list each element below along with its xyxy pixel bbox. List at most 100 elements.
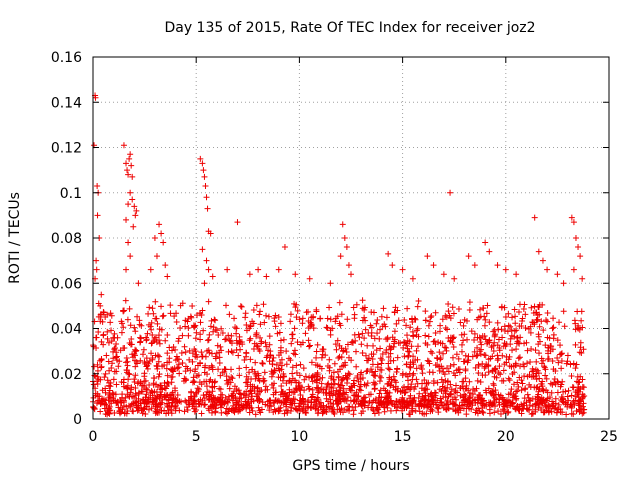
data-point [116,408,123,415]
data-point [362,326,369,333]
data-point [380,385,387,392]
data-point-peak [575,244,582,251]
data-point-peak [465,253,472,260]
data-point [326,304,333,311]
data-point [215,331,222,338]
data-point [330,385,337,392]
data-point [506,353,513,360]
data-point [545,401,552,408]
data-point [526,402,533,409]
data-point [108,338,115,345]
data-point [512,320,519,327]
data-point [443,314,450,321]
data-point [482,387,489,394]
data-point [394,404,401,411]
data-point [146,358,153,365]
data-point [528,304,535,311]
data-point [253,329,260,336]
data-point [410,332,417,339]
data-point [99,387,106,394]
data-point [500,407,507,414]
data-point [226,385,233,392]
data-point [368,324,375,331]
data-point-peak [447,189,454,196]
data-point [230,402,237,409]
data-point [158,303,165,310]
data-point [351,331,358,338]
data-point [461,316,468,323]
data-point [216,354,223,361]
data-point [291,300,298,307]
data-point [503,341,510,348]
data-point-peak [502,266,509,273]
data-point-peak [471,262,478,269]
data-point [452,402,459,409]
data-point [120,379,127,386]
data-point [407,364,414,371]
data-point [447,381,454,388]
data-point [364,342,371,349]
data-point [280,336,287,343]
data-point [391,336,398,343]
data-point [404,305,411,312]
data-point-peak [132,212,139,219]
data-point [272,389,279,396]
data-point [193,329,200,336]
data-point-peak [200,167,207,174]
data-point [395,317,402,324]
data-point [427,348,434,355]
data-point [518,387,525,394]
data-point [238,303,245,310]
data-point [209,384,216,391]
data-point [277,337,284,344]
data-point [563,360,570,367]
data-point-peak [579,275,586,282]
data-point [275,397,282,404]
data-point [164,402,171,409]
data-point-peak [263,273,270,280]
data-point [235,352,242,359]
data-point [223,405,230,412]
data-point [461,331,468,338]
data-point [186,356,193,363]
data-point [153,315,160,322]
data-point [131,324,138,331]
data-point [438,376,445,383]
data-point [563,411,570,418]
data-point-peak [327,280,334,287]
data-point [302,373,309,380]
data-point [126,371,133,378]
data-point [475,370,482,377]
data-point [516,354,523,361]
data-point [219,329,226,336]
data-point [120,345,127,352]
data-point [173,310,180,317]
data-point [343,348,350,355]
data-point [297,361,304,368]
x-tick-label: 15 [394,429,412,445]
data-point [515,339,522,346]
data-point [225,332,232,339]
data-point [505,391,512,398]
data-point [150,381,157,388]
data-point [305,325,312,332]
data-point [110,355,117,362]
data-point [325,380,332,387]
data-point [258,387,265,394]
data-point [458,348,465,355]
data-point [308,399,315,406]
data-point [348,383,355,390]
data-point [194,385,201,392]
data-point [372,380,379,387]
data-point [136,317,143,324]
data-point [107,310,114,317]
data-point [197,319,204,326]
data-point [101,374,108,381]
data-point [328,373,335,380]
data-point [200,392,207,399]
data-point-peak [129,196,136,203]
data-point [557,351,564,358]
data-point [353,398,360,405]
data-point [113,368,120,375]
data-point [387,407,394,414]
